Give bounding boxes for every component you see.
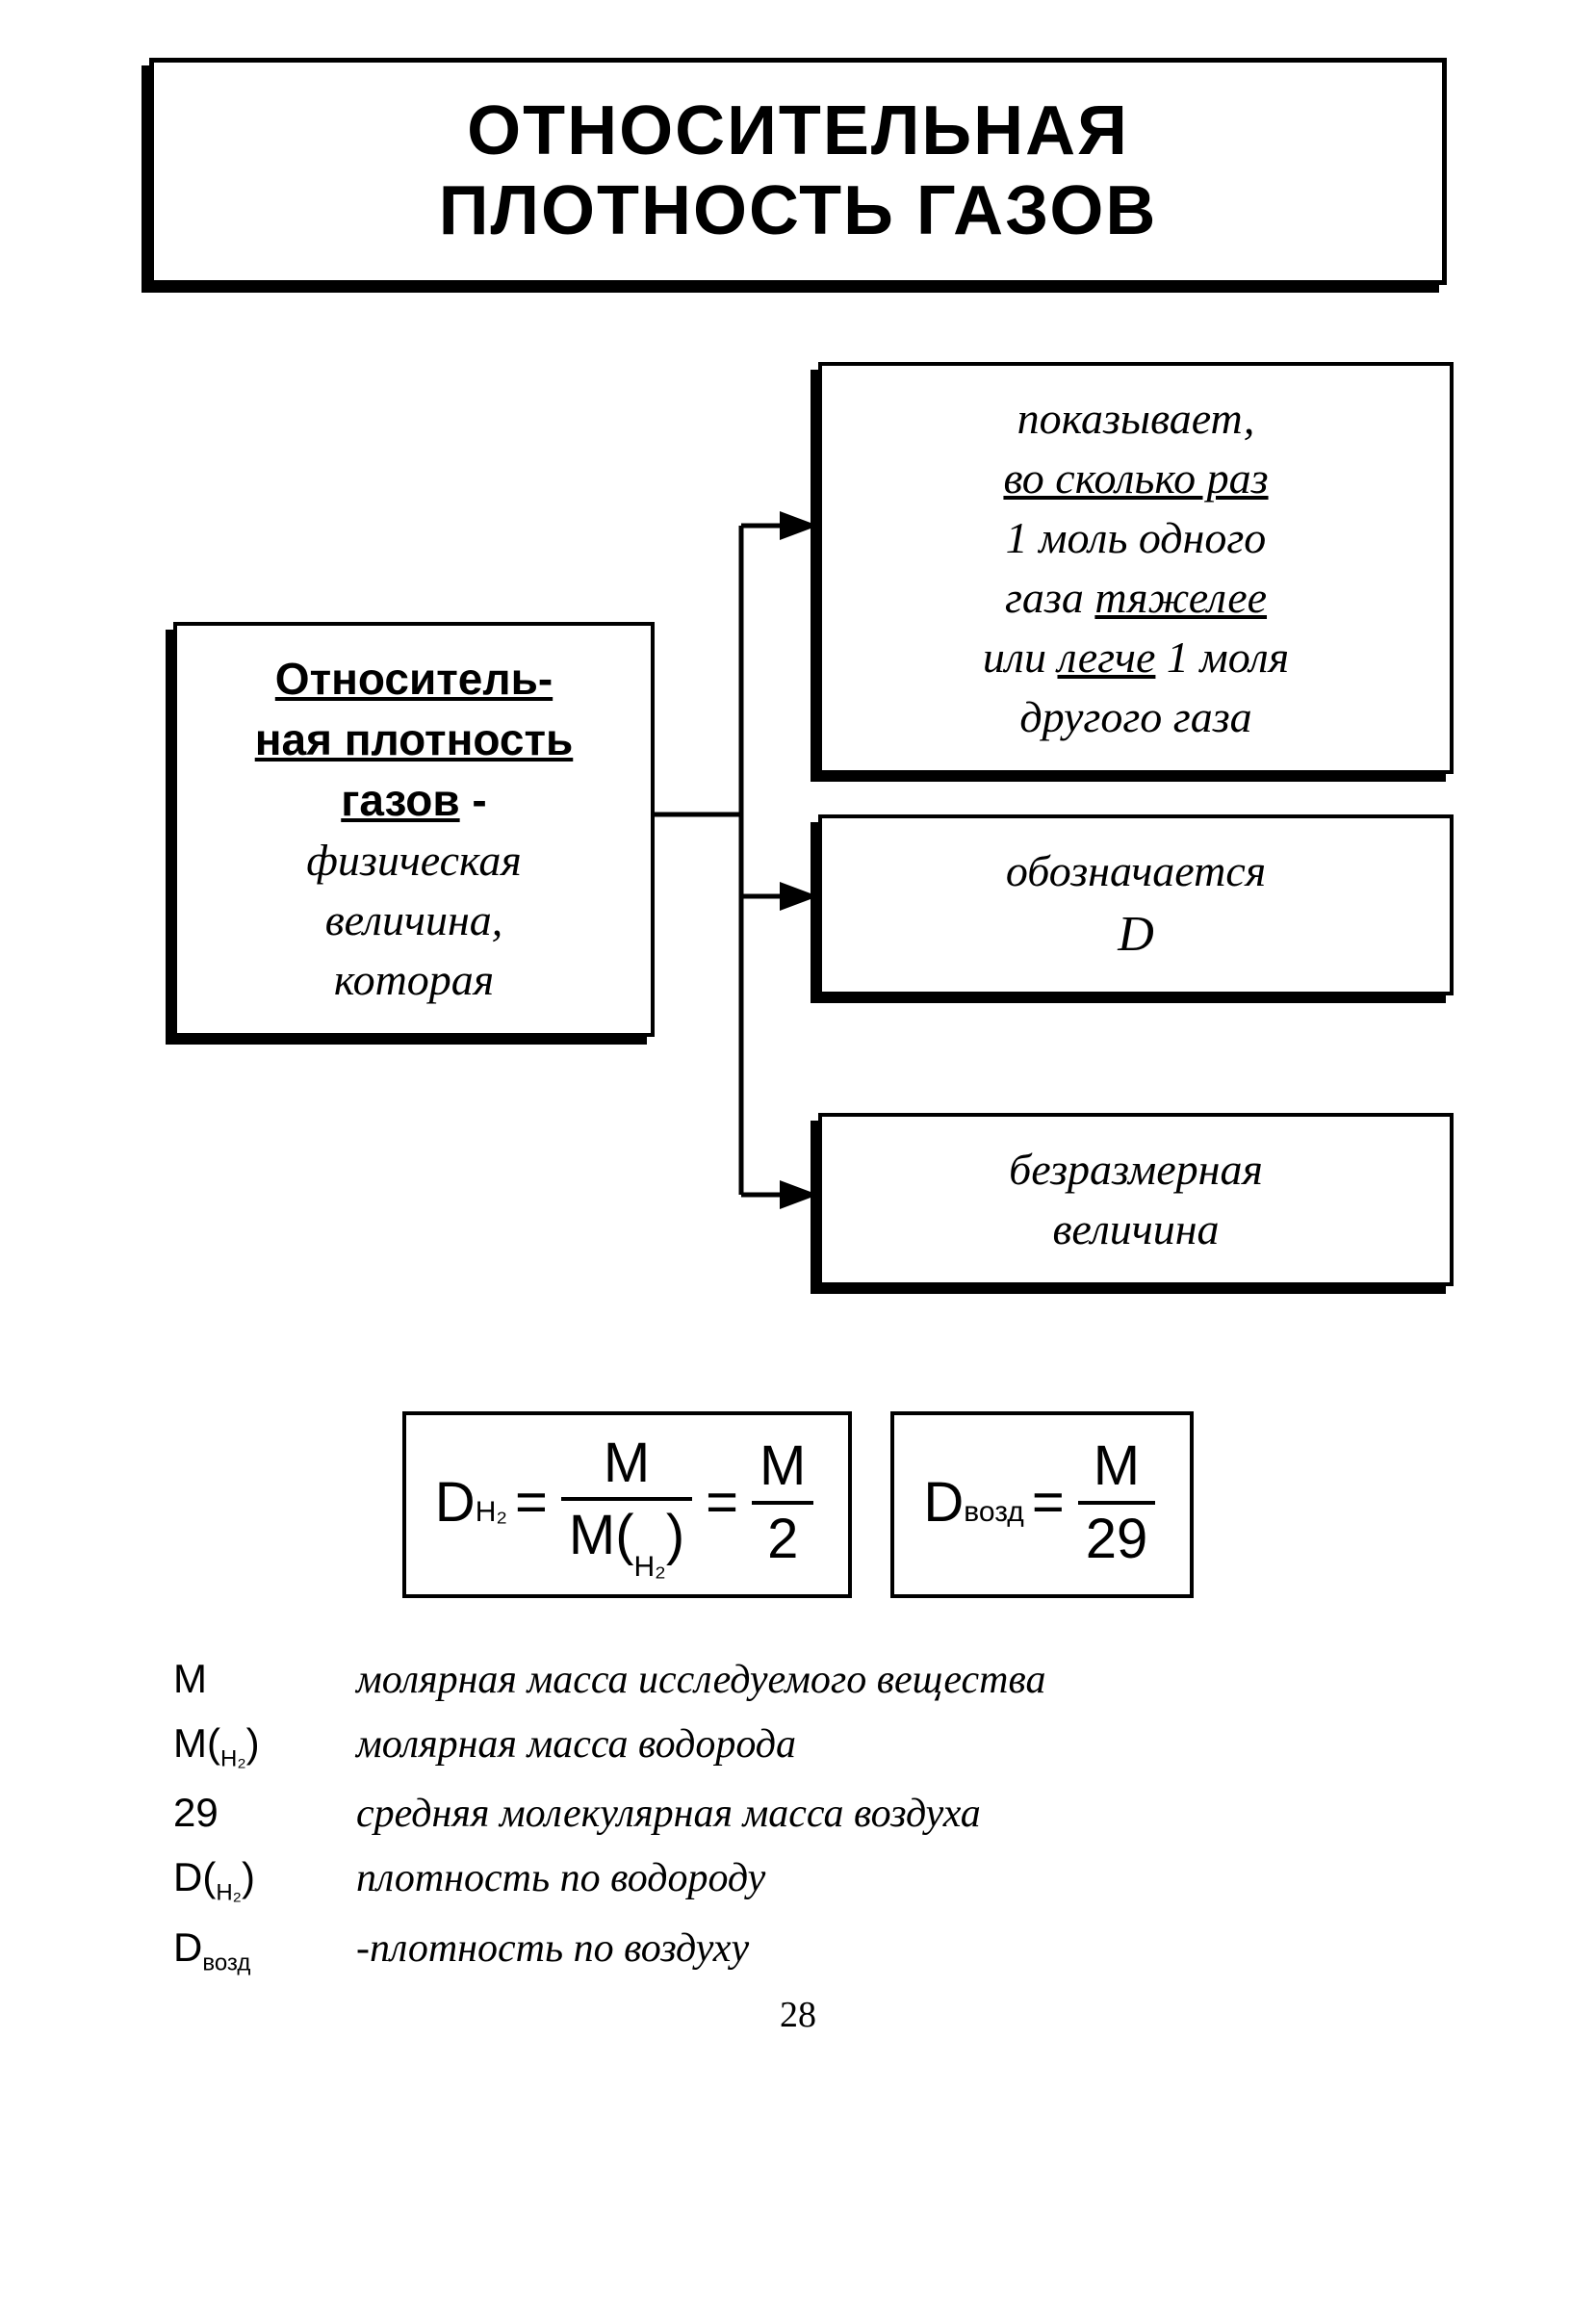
- f1-num1: M: [596, 1433, 657, 1494]
- legend-row: Dвозд -плотность по воздуху: [173, 1924, 1423, 1976]
- f2-lhs-base: D: [923, 1470, 964, 1535]
- f2-lhs-sub: возд: [964, 1496, 1024, 1529]
- legend-sym: M: [173, 1656, 356, 1702]
- f2-num: M: [1086, 1435, 1147, 1497]
- f1-frac2: M 2: [752, 1435, 813, 1570]
- legend-sym: D(H₂): [173, 1854, 356, 1906]
- connector-arrows: [77, 362, 1521, 1373]
- page-number: 28: [77, 1994, 1519, 2036]
- title-line-1: ОТНОСИТЕЛЬНАЯ: [193, 91, 1403, 171]
- legend-def: плотность по водороду: [356, 1855, 765, 1901]
- legend-def: молярная масса исследуемого вещества: [356, 1657, 1045, 1703]
- formula-row: DH₂ = M M(H₂) = M 2 Dвозд = M 29: [77, 1411, 1519, 1598]
- legend-row: 29 средняя молекулярная масса воздуха: [173, 1790, 1423, 1837]
- legend-def: молярная масса водорода: [356, 1721, 796, 1768]
- f1-frac1: M M(H₂): [561, 1433, 692, 1573]
- f1-lhs-sub: H₂: [476, 1496, 507, 1529]
- legend-sym: Dвозд: [173, 1924, 356, 1976]
- legend-row: D(H₂) плотность по водороду: [173, 1854, 1423, 1906]
- legend-row: M молярная масса исследуемого вещества: [173, 1656, 1423, 1703]
- legend-row: M(H₂) молярная масса водорода: [173, 1720, 1423, 1772]
- equals-icon: =: [706, 1470, 738, 1535]
- legend: M молярная масса исследуемого вещества M…: [173, 1656, 1423, 1976]
- f1-lhs-base: D: [435, 1470, 476, 1535]
- f1-num2: M: [752, 1435, 813, 1497]
- equals-icon: =: [1032, 1470, 1065, 1535]
- f2-frac: M 29: [1078, 1435, 1156, 1570]
- concept-diagram: Относитель- ная плотность газов - физиче…: [77, 362, 1519, 1373]
- legend-def: средняя молекулярная масса воздуха: [356, 1791, 981, 1837]
- f2-den: 29: [1078, 1509, 1156, 1570]
- equals-icon: =: [515, 1470, 548, 1535]
- formula-hydrogen: DH₂ = M M(H₂) = M 2: [402, 1411, 853, 1598]
- fraction-bar-icon: [1078, 1501, 1156, 1505]
- title-box: ОТНОСИТЕЛЬНАЯ ПЛОТНОСТЬ ГАЗОВ: [149, 58, 1447, 285]
- f1-den1: M(H₂): [561, 1505, 692, 1573]
- fraction-bar-icon: [561, 1497, 692, 1501]
- title-line-2: ПЛОТНОСТЬ ГАЗОВ: [193, 171, 1403, 251]
- legend-sym: 29: [173, 1790, 356, 1836]
- legend-sym: M(H₂): [173, 1720, 356, 1772]
- fraction-bar-icon: [752, 1501, 813, 1505]
- legend-def: -плотность по воздуху: [356, 1925, 749, 1972]
- f1-den2: 2: [759, 1509, 806, 1570]
- formula-air: Dвозд = M 29: [890, 1411, 1194, 1598]
